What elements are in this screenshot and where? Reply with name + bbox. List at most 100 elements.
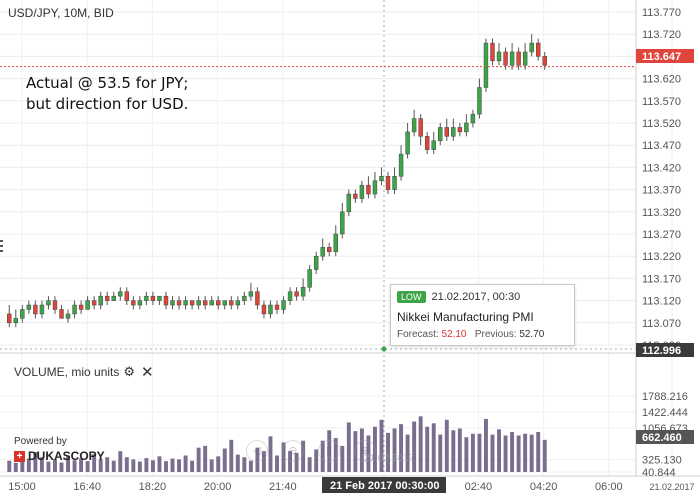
- fit-icon[interactable]: ▯: [318, 440, 340, 462]
- candles: [7, 34, 547, 328]
- candle-body: [235, 300, 241, 306]
- volume-bar: [26, 458, 31, 472]
- price-tick-label: 113.070: [642, 318, 681, 330]
- candle-body: [529, 42, 534, 53]
- candle-body: [209, 300, 214, 306]
- candle-body: [470, 113, 476, 124]
- volume-bar: [79, 458, 84, 472]
- volume-bar: [177, 459, 182, 472]
- volume-bar: [484, 418, 488, 472]
- volume-bar: [470, 433, 475, 472]
- volume-bar: [451, 430, 456, 472]
- volume-bar: [216, 456, 221, 472]
- gear-icon[interactable]: ⚙: [123, 364, 136, 379]
- volume-bar: [170, 458, 175, 472]
- volume-bar: [137, 461, 142, 472]
- close-icon[interactable]: ✕: [141, 364, 154, 381]
- candle-body: [457, 127, 463, 133]
- candle-body: [320, 247, 325, 257]
- volume-bar: [431, 423, 436, 472]
- candle-body: [13, 318, 19, 324]
- candle-body: [222, 300, 227, 306]
- volume-tick-label: 325.130: [642, 455, 682, 467]
- nav-date: 21.02.2017: [364, 453, 415, 464]
- zoom-in-icon[interactable]: ⊕: [354, 440, 376, 462]
- candle-body: [26, 304, 32, 310]
- candle-body: [118, 291, 123, 297]
- price-tick-label: 113.370: [642, 185, 681, 197]
- crosshair: [0, 0, 636, 476]
- volume-bar: [222, 448, 227, 472]
- candle-body: [385, 176, 391, 190]
- event-datetime: 21.02.2017, 00:30: [431, 291, 521, 303]
- volume-bar: [150, 460, 155, 472]
- volume-bar: [523, 433, 528, 472]
- volume-bar: [529, 434, 534, 472]
- volume-bar: [242, 457, 247, 472]
- zoom-out-icon[interactable]: ⊖: [282, 440, 304, 462]
- volume-bar: [477, 433, 482, 472]
- current-volume-label: 662.460: [642, 432, 682, 444]
- candle-body: [372, 180, 378, 195]
- price-tick-label: 113.170: [642, 273, 681, 285]
- volume-bar: [111, 460, 116, 472]
- candle-body: [346, 193, 352, 213]
- candle-body: [411, 118, 417, 133]
- candle-body: [85, 300, 90, 310]
- time-tick-label: 16:40: [73, 481, 101, 493]
- price-tick-label: 113.220: [642, 251, 681, 263]
- candle-body: [392, 176, 397, 190]
- price-tick-label: 113.770: [642, 7, 681, 19]
- candle-body: [65, 313, 71, 319]
- price-tick-label: 113.270: [642, 229, 681, 241]
- candle-body: [274, 304, 280, 310]
- time-tick-label: 06:00: [595, 481, 623, 493]
- volume-bar: [405, 434, 410, 472]
- candle-body: [379, 176, 384, 181]
- volume-tick-label: 1422.444: [642, 407, 688, 419]
- volume-bar: [105, 457, 110, 472]
- volume-bar: [340, 445, 345, 472]
- event-marker-icon[interactable]: [381, 346, 387, 352]
- candle-body: [189, 300, 195, 306]
- volume-bar: [294, 452, 299, 472]
- candle-body: [242, 295, 247, 301]
- dukascopy-logo[interactable]: + DUKASCOPY: [14, 449, 105, 463]
- time-axis[interactable]: 15:00 16:40 18:20 20:00 21:40 02:40 04:20 06:00…: [8, 481, 694, 493]
- volume-bar: [379, 419, 384, 472]
- left-drag-handle-icon[interactable]: [0, 240, 3, 252]
- volume-bar: [438, 434, 443, 472]
- candle-body: [477, 87, 482, 115]
- volume-bar: [203, 445, 208, 472]
- powered-by-label: Powered by: [14, 436, 67, 447]
- volume-bar: [46, 461, 51, 472]
- candle-body: [522, 51, 528, 66]
- price-tick-label: 113.120: [642, 296, 681, 308]
- volume-bar: [59, 462, 64, 472]
- candle-body: [216, 300, 221, 306]
- volume-bar: [20, 455, 25, 472]
- candle-body: [59, 309, 64, 319]
- volume-bar: [503, 435, 508, 472]
- crosshair-time-tag: [322, 477, 446, 493]
- candle-body: [300, 287, 306, 297]
- time-tick-label: 18:20: [139, 481, 167, 493]
- volume-bar: [412, 421, 417, 472]
- candle-body: [542, 56, 547, 66]
- panel-separator: [0, 0, 700, 477]
- candle-body: [281, 300, 286, 310]
- candle-body: [144, 295, 149, 301]
- candle-body: [333, 233, 338, 253]
- volume-bar: [301, 440, 306, 472]
- volume-bar: [464, 437, 469, 472]
- candle-body: [261, 304, 267, 315]
- candle-body: [444, 127, 449, 137]
- candle-body: [111, 295, 116, 301]
- scroll-left-icon[interactable]: ◁: [246, 440, 268, 462]
- candle-body: [353, 193, 358, 199]
- price-tick-label: 113.520: [642, 118, 681, 130]
- candle-body: [464, 122, 469, 133]
- volume-bar: [157, 456, 162, 472]
